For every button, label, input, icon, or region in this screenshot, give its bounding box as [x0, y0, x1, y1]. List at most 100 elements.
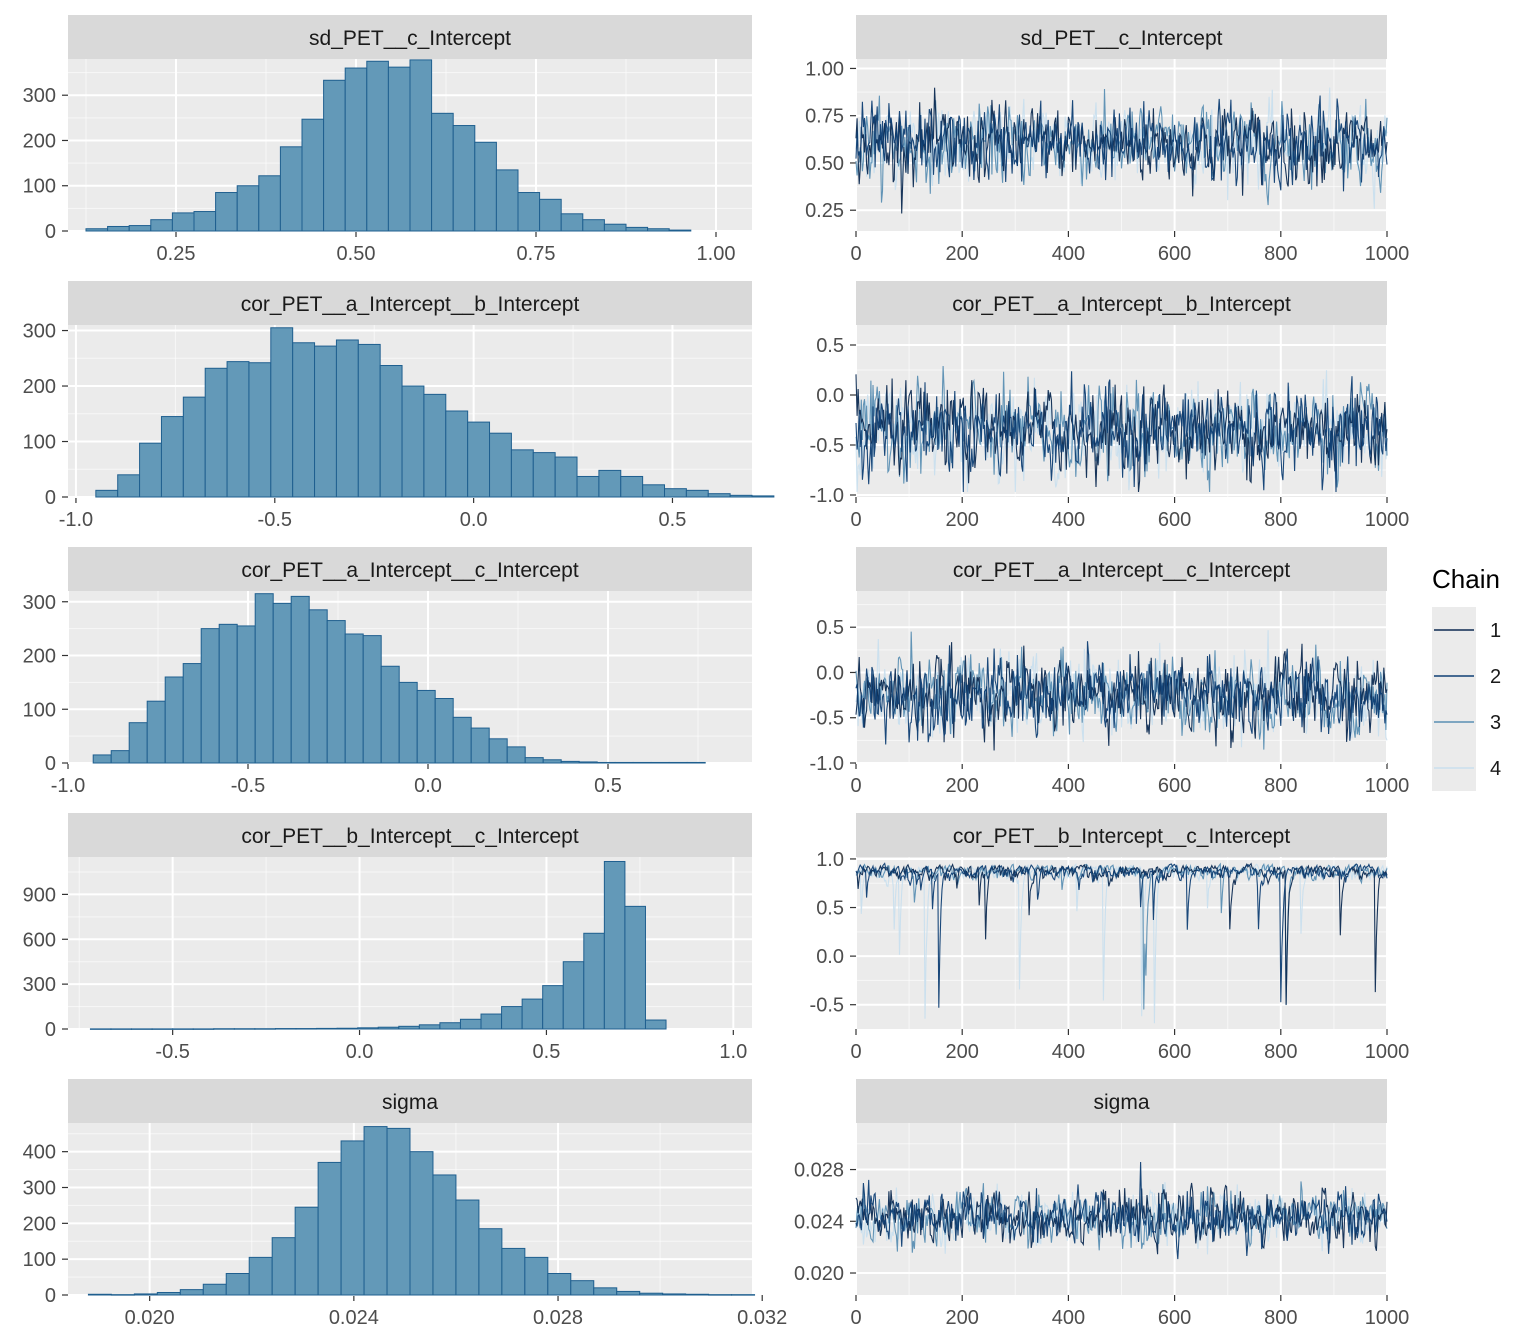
x-tick-label: 0: [850, 243, 861, 265]
histogram-bar: [524, 1256, 549, 1296]
y-tick-label: 0.25: [805, 200, 844, 222]
y-tick-label: 0.5: [816, 335, 844, 357]
histogram-bar: [233, 1028, 256, 1030]
histogram-bar: [664, 488, 687, 498]
x-tick-label: 800: [1264, 775, 1297, 797]
histogram-bar: [647, 228, 670, 232]
histogram-bars: [87, 1126, 756, 1296]
panel-histogram-2: cor_PET__a_Intercept__b_Intercept -1.0 -0.…: [23, 281, 775, 531]
x-tick-label: 600: [1158, 243, 1191, 265]
x-tick-label: 400: [1052, 509, 1085, 531]
x-tick-label: 1000: [1365, 509, 1410, 531]
x-tick-label: 600: [1158, 775, 1191, 797]
legend-label-chain-3: 3: [1490, 712, 1501, 734]
legend-key-background: [1432, 607, 1476, 791]
histogram-bar: [95, 489, 119, 498]
histogram-bar: [562, 961, 585, 1030]
trace-lines: [855, 365, 1388, 493]
histogram-bar: [459, 1018, 482, 1030]
histogram-bar: [521, 998, 544, 1030]
y-axis: -0.5 0.0 0.5 1.0: [810, 849, 1387, 1017]
histogram-bar: [598, 469, 622, 498]
histogram-bar: [642, 484, 666, 498]
x-tick-label: 200: [946, 1041, 979, 1063]
histogram-bar: [409, 1151, 434, 1296]
trace-line-chain-1: [855, 87, 1388, 214]
histogram-bar: [294, 1206, 319, 1296]
histogram-bar: [470, 727, 490, 764]
x-tick-label: 0.50: [337, 243, 376, 265]
x-tick-label: 200: [946, 243, 979, 265]
y-tick-label: 0.5: [816, 898, 844, 920]
y-tick-label: -0.5: [810, 708, 844, 730]
histogram-bars: [92, 593, 706, 764]
histogram-bar: [172, 1028, 194, 1030]
histogram-bar: [603, 223, 627, 232]
y-tick-label: 300: [23, 974, 56, 996]
trace-line-chain-2: [855, 371, 1388, 493]
y-tick-label: 1.00: [805, 58, 844, 80]
histogram-bar: [362, 635, 382, 764]
trace-line-chain-2: [855, 1161, 1388, 1260]
histogram-bar: [576, 475, 600, 498]
y-tick-label: -0.5: [810, 995, 844, 1017]
facet-strip-label: cor_PET__b_Intercept__c_Intercept: [241, 825, 579, 848]
histogram-bar: [582, 219, 605, 232]
histogram-bar: [290, 595, 310, 764]
minor-grid: [856, 857, 1387, 1029]
y-tick-label: 0.50: [805, 153, 844, 175]
y-tick-label: 0.020: [794, 1263, 844, 1285]
panel-background: [68, 857, 752, 1029]
histogram-bar: [662, 1293, 687, 1296]
facet-strip-label: cor_PET__a_Intercept__c_Intercept: [953, 559, 1291, 582]
histogram-bar: [323, 79, 346, 232]
histogram-bar: [501, 1006, 523, 1030]
facet-strip: [856, 1079, 1387, 1123]
x-tick-label: 1000: [1365, 1307, 1410, 1329]
x-tick-label: 600: [1158, 1307, 1191, 1329]
histogram-bar: [488, 738, 508, 764]
histogram-bar: [539, 198, 562, 232]
histogram-bar: [542, 985, 564, 1030]
y-tick-label: 0.024: [794, 1211, 844, 1233]
histogram-bar: [271, 1237, 296, 1296]
x-tick-label: 400: [1052, 1041, 1085, 1063]
histogram-bar: [398, 1025, 420, 1030]
y-tick-label: 200: [23, 1213, 56, 1235]
histogram-bar: [274, 1028, 297, 1030]
legend-label-chain-2: 2: [1490, 666, 1501, 688]
x-tick-label: 0.032: [737, 1307, 787, 1329]
y-tick-label: 1.0: [816, 849, 844, 871]
histogram-bar: [179, 1289, 204, 1296]
x-tick-label: 0: [850, 775, 861, 797]
histogram-bar: [254, 593, 274, 764]
histogram-bar: [625, 226, 649, 232]
y-tick-label: 100: [23, 699, 56, 721]
histogram-bar: [218, 623, 238, 764]
histogram-bar: [431, 112, 454, 232]
histogram-bar: [258, 175, 281, 232]
histogram-bar: [87, 1293, 112, 1296]
histogram-bar: [685, 1293, 710, 1296]
histogram-bar: [416, 689, 436, 764]
facet-strip: [856, 15, 1387, 59]
histogram-bar: [110, 750, 130, 764]
histogram-bar: [272, 602, 292, 764]
y-tick-label: 100: [23, 176, 56, 198]
x-tick-label: 200: [946, 509, 979, 531]
histogram-bar: [150, 219, 173, 232]
x-tick-label: 200: [946, 1307, 979, 1329]
histogram-bar: [254, 1028, 276, 1030]
trace-lines: [855, 862, 1388, 1024]
facet-strip: [856, 813, 1387, 857]
histogram-bar: [344, 633, 364, 764]
chain-legend: Chain 1 2 3 4: [1432, 564, 1501, 791]
histogram-bar: [480, 1013, 503, 1030]
histogram-bar: [344, 67, 368, 232]
panel-histogram-4: cor_PET__b_Intercept__c_Intercept -0.5 0.0…: [23, 813, 752, 1063]
histogram-bar: [596, 761, 616, 764]
histogram-bar: [107, 225, 130, 232]
x-tick-label: 400: [1052, 775, 1085, 797]
